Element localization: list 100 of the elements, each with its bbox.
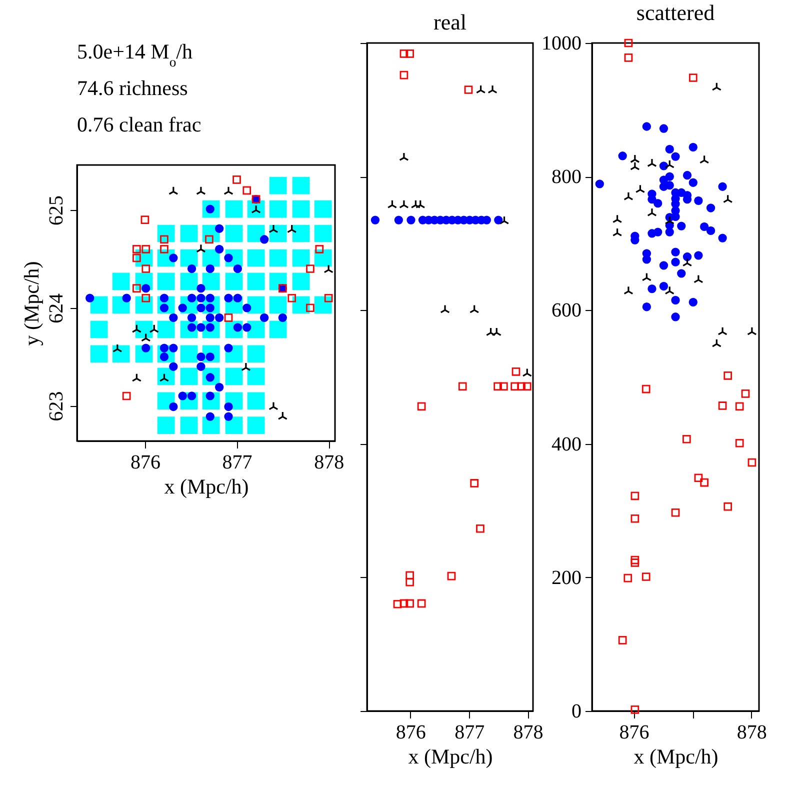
- chart-title: real: [434, 10, 466, 34]
- x-tick-label: 876: [619, 722, 650, 744]
- point: [735, 438, 744, 448]
- point: [196, 186, 206, 195]
- point: [724, 372, 732, 380]
- point: [241, 362, 251, 371]
- point: [196, 284, 206, 293]
- point: [400, 50, 408, 58]
- point: [447, 572, 456, 580]
- point: [306, 304, 314, 312]
- text: 0.76 clean frac: [77, 112, 202, 137]
- point: [214, 382, 224, 392]
- point: [122, 392, 131, 400]
- point: [659, 261, 668, 270]
- y-tick-label: 600: [552, 300, 582, 322]
- point: [178, 304, 187, 312]
- point: [671, 296, 680, 304]
- point: [187, 264, 196, 274]
- point: [486, 327, 496, 336]
- point: [224, 344, 233, 352]
- point: [196, 304, 206, 312]
- point: [682, 170, 692, 180]
- point: [169, 313, 178, 322]
- point: [706, 204, 716, 212]
- point: [688, 178, 698, 187]
- point: [718, 234, 727, 242]
- point: [206, 294, 214, 302]
- point: [406, 578, 414, 586]
- point: [224, 412, 233, 421]
- point: [196, 294, 206, 302]
- point: [168, 186, 178, 195]
- point: [741, 390, 750, 398]
- point: [149, 324, 160, 333]
- point: [205, 235, 214, 244]
- x-axis-title: x (Mpc/h): [634, 744, 718, 768]
- point: [387, 200, 398, 208]
- point: [659, 124, 668, 133]
- point: [224, 254, 233, 262]
- point: [169, 402, 178, 412]
- point: [224, 294, 233, 302]
- point: [630, 558, 640, 567]
- point: [476, 84, 486, 94]
- point: [224, 314, 233, 322]
- point: [132, 373, 142, 382]
- point: [399, 200, 409, 208]
- point: [700, 478, 708, 487]
- point: [206, 313, 214, 322]
- point: [278, 313, 287, 322]
- point: [214, 224, 224, 233]
- point: [718, 402, 727, 410]
- point: [648, 229, 656, 238]
- point: [260, 235, 269, 244]
- text: 74.6 richness: [77, 76, 188, 100]
- point: [642, 272, 652, 282]
- point: [492, 327, 502, 336]
- point: [393, 600, 402, 608]
- point: [665, 228, 674, 236]
- point: [169, 254, 178, 262]
- point: [510, 382, 519, 391]
- point: [642, 302, 652, 312]
- point: [718, 182, 727, 191]
- point: [458, 382, 467, 391]
- point: [706, 226, 716, 236]
- point: [196, 352, 206, 362]
- point: [517, 382, 526, 391]
- point: [406, 216, 416, 224]
- point: [206, 412, 214, 421]
- point: [624, 574, 632, 582]
- point: [671, 312, 680, 322]
- point: [642, 255, 652, 264]
- x-tick-label: 878: [736, 722, 767, 744]
- point: [682, 252, 692, 262]
- point: [476, 524, 484, 533]
- point: [196, 362, 206, 371]
- point: [142, 284, 150, 293]
- point: [242, 186, 252, 195]
- point: [618, 152, 627, 160]
- point: [187, 294, 196, 302]
- point: [630, 706, 640, 714]
- point: [595, 180, 604, 188]
- point: [664, 160, 675, 168]
- point: [196, 244, 206, 253]
- x-tick-label: 876: [396, 722, 426, 744]
- y-tick-label: 1000: [542, 32, 582, 54]
- point: [399, 152, 409, 161]
- point: [440, 304, 450, 314]
- point: [682, 434, 691, 444]
- point: [160, 245, 168, 254]
- point: [324, 294, 333, 302]
- point: [747, 326, 757, 336]
- point: [214, 244, 224, 254]
- y-tick-label: 800: [552, 166, 582, 188]
- point: [499, 216, 510, 224]
- point: [659, 282, 668, 290]
- point: [142, 264, 150, 273]
- point: [242, 304, 252, 312]
- y-tick-label: 400: [552, 433, 582, 456]
- point: [699, 154, 710, 164]
- point: [494, 382, 502, 391]
- point: [406, 50, 414, 58]
